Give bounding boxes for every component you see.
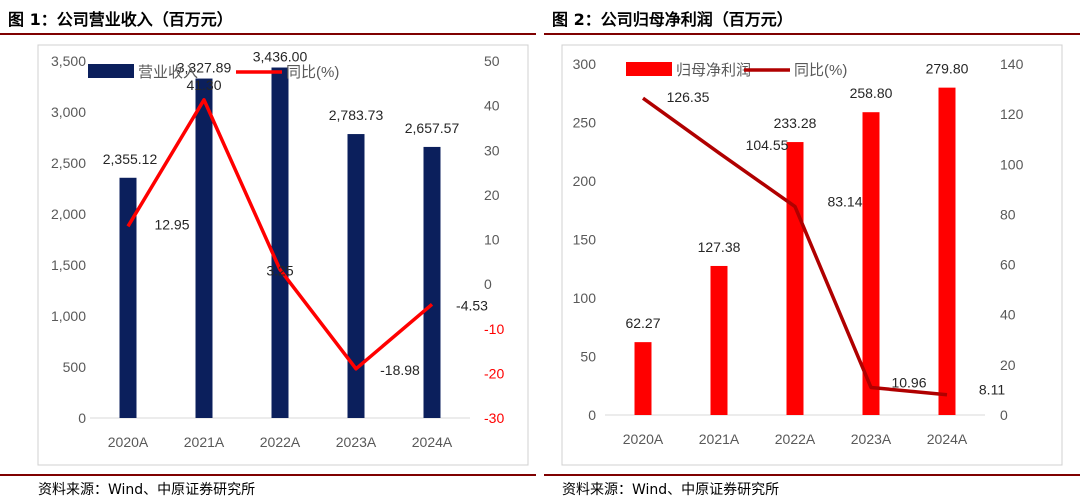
revenue-chart: 05001,0001,5002,0002,5003,0003,500-30-20…	[37, 44, 529, 466]
bar-data-label: 258.80	[850, 85, 893, 101]
y-tick-label: 500	[63, 359, 87, 375]
legend-label: 营业收入	[138, 64, 198, 81]
x-tick-label: 2022A	[775, 431, 816, 447]
bar-data-label: 2,783.73	[329, 107, 384, 123]
line-data-label: 8.11	[979, 382, 1005, 398]
source-rule	[544, 474, 1080, 476]
net-profit-chart: 0 50 100 150 200 250 300 0 20 40 60 80 100 120 140 2020…	[561, 44, 1063, 466]
y-tick-label: 100	[573, 290, 597, 306]
bar-data-label: 127.38	[698, 239, 741, 255]
net-profit-panel: 图 2：公司归母净利润（百万元） 0 50 100 150 200 250 300 0 20 40…	[544, 0, 1080, 503]
y2-tick-label: 20	[484, 187, 500, 203]
y2-tick-label: 10	[484, 232, 500, 248]
x-tick-label: 2022A	[260, 434, 301, 450]
y-tick-label: 0	[588, 407, 596, 423]
y2-tick-label: 30	[484, 142, 500, 158]
bar-data-label: 62.27	[625, 315, 660, 331]
bar	[710, 265, 728, 415]
y2-tick-label: 0	[484, 276, 492, 292]
bar	[862, 112, 880, 415]
bar	[634, 342, 652, 415]
y2-tick-label: 60	[1000, 257, 1016, 273]
bar-data-label: 2,355.12	[103, 151, 158, 167]
line-series	[641, 96, 948, 397]
y-tick-label: 200	[573, 173, 597, 189]
bar	[938, 87, 956, 415]
bar-data-label: 279.80	[926, 61, 969, 77]
x-tick-label: 2021A	[184, 434, 225, 450]
legend-label: 归母净利润	[676, 62, 751, 79]
line-data-label: 126.35	[667, 89, 710, 105]
line-data-label: -4.53	[456, 297, 488, 313]
y2-tick-label: -20	[484, 365, 504, 381]
legend-label: 同比(%)	[286, 64, 339, 81]
legend-label: 同比(%)	[794, 62, 847, 79]
y-tick-label: 1,000	[51, 308, 86, 324]
y-tick-label: 2,500	[51, 155, 86, 171]
source-note: 资料来源：Wind、中原证券研究所	[562, 482, 780, 498]
chart-title: 图 1：公司营业收入（百万元）	[8, 10, 233, 29]
line-data-label: 104.55	[746, 137, 789, 153]
y-tick-label: 300	[573, 56, 597, 72]
y2-tick-label: -30	[484, 410, 504, 426]
x-tick-label: 2023A	[851, 431, 892, 447]
y-tick-label: 1,500	[51, 257, 86, 273]
y2-tick-label: 140	[1000, 56, 1024, 72]
line-data-label: -18.98	[380, 362, 420, 378]
line-data-label: 83.14	[827, 194, 862, 210]
x-tick-label: 2020A	[623, 431, 664, 447]
revenue-panel: 图 1：公司营业收入（百万元） 0 500 1,000 1,500 2,000 2,500…	[0, 0, 536, 503]
y-tick-label: 2,000	[51, 206, 86, 222]
source-note: 资料来源：Wind、中原证券研究所	[38, 482, 256, 498]
x-tick-label: 2020A	[108, 434, 149, 450]
y-tick-label: 50	[580, 349, 596, 365]
bar-data-label: 2,657.57	[405, 120, 460, 136]
y2-tick-label: 50	[484, 53, 500, 69]
y2-tick-label: 40	[1000, 307, 1016, 323]
y-tick-label: 3,000	[51, 104, 86, 120]
bar-data-label: 3,436.00	[253, 49, 308, 65]
legend-swatch-bar	[626, 62, 672, 76]
y-tick-label: 3,500	[51, 53, 86, 69]
y2-tick-label: 0	[1000, 407, 1008, 423]
bar	[347, 134, 365, 418]
y2-tick-label: 120	[1000, 106, 1024, 122]
bar	[195, 78, 213, 418]
line-data-label: 10.96	[891, 375, 926, 391]
y2-tick-label: 80	[1000, 206, 1016, 222]
y2-tick-label: 100	[1000, 156, 1024, 172]
bar	[423, 146, 441, 418]
x-tick-label: 2021A	[699, 431, 740, 447]
line-data-label: 12.95	[154, 216, 189, 232]
line-series	[126, 98, 434, 371]
y-tick-label: 150	[573, 232, 597, 248]
y2-tick-label: 40	[484, 98, 500, 114]
x-tick-label: 2024A	[412, 434, 453, 450]
bar-data-label: 3,327.89	[177, 60, 232, 76]
source-rule	[0, 474, 536, 476]
legend-swatch-bar	[88, 64, 134, 78]
title-rule	[0, 33, 536, 35]
bar-data-label: 233.28	[774, 115, 817, 131]
x-tick-label: 2024A	[927, 431, 968, 447]
title-rule	[544, 33, 1080, 35]
line-data-label: 41.30	[186, 77, 221, 93]
y2-tick-label: -10	[484, 321, 504, 337]
bar	[786, 142, 804, 416]
chart-title: 图 2：公司归母净利润（百万元）	[552, 10, 793, 29]
y-tick-label: 0	[78, 410, 86, 426]
y2-tick-label: 20	[1000, 357, 1016, 373]
y-tick-label: 250	[573, 115, 597, 131]
line-data-label: 3.25	[266, 263, 293, 279]
bar	[271, 67, 289, 418]
x-tick-label: 2023A	[336, 434, 377, 450]
bar	[119, 177, 137, 418]
